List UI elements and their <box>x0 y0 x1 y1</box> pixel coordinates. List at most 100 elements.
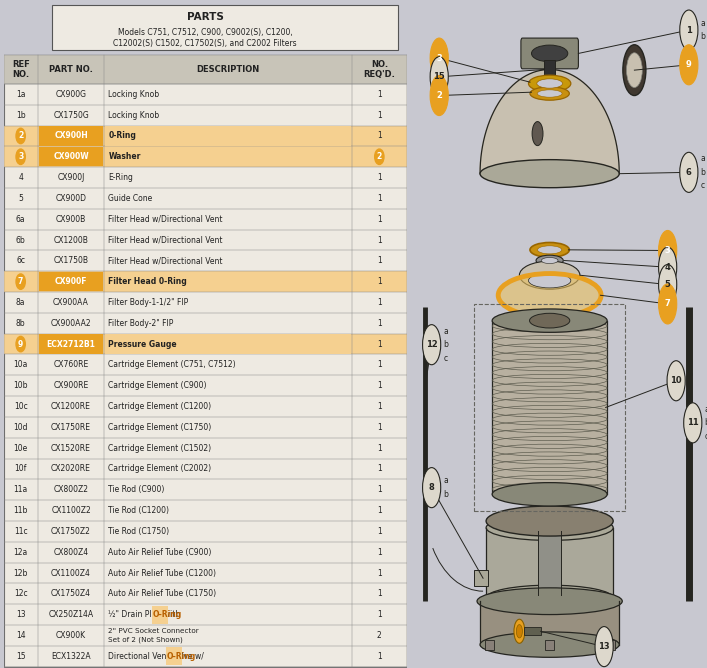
Text: 8a: 8a <box>16 298 25 307</box>
Ellipse shape <box>532 45 568 61</box>
Ellipse shape <box>486 585 613 611</box>
Text: 11: 11 <box>687 418 699 428</box>
Text: Filter Head w/Directional Vent: Filter Head w/Directional Vent <box>108 214 223 224</box>
Text: 10c: 10c <box>14 402 28 411</box>
Text: 11b: 11b <box>13 506 28 515</box>
Bar <box>524 627 541 635</box>
Text: 14: 14 <box>16 631 25 640</box>
Text: 12: 12 <box>426 340 438 349</box>
Text: Cartridge Element (C2002): Cartridge Element (C2002) <box>108 464 211 474</box>
Text: Cartridge Element (C1750): Cartridge Element (C1750) <box>108 423 211 432</box>
Text: Auto Air Relief Tube (C1200): Auto Air Relief Tube (C1200) <box>108 568 216 578</box>
Circle shape <box>16 128 25 144</box>
Text: Auto Air Relief Tube (C900): Auto Air Relief Tube (C900) <box>108 548 211 556</box>
Bar <box>484 640 493 650</box>
Text: 1: 1 <box>377 339 382 349</box>
Bar <box>39 334 103 354</box>
Ellipse shape <box>528 273 571 288</box>
Text: 1: 1 <box>377 485 382 494</box>
Ellipse shape <box>537 246 562 254</box>
Text: b: b <box>443 490 448 499</box>
Text: CX800Z2: CX800Z2 <box>54 485 88 494</box>
Circle shape <box>659 247 677 287</box>
Text: CX900K: CX900K <box>56 631 86 640</box>
Text: 9: 9 <box>686 60 691 69</box>
Text: 1: 1 <box>377 111 382 120</box>
Circle shape <box>659 265 677 305</box>
Circle shape <box>16 337 25 352</box>
Text: b: b <box>704 418 707 428</box>
Text: CX900AA2: CX900AA2 <box>51 319 91 328</box>
Bar <box>105 334 351 354</box>
Text: a: a <box>701 154 705 164</box>
Text: 11a: 11a <box>13 485 28 494</box>
Ellipse shape <box>530 313 570 328</box>
Text: 1b: 1b <box>16 111 25 120</box>
Text: Models C751, C7512, C900, C9002(S), C1200,: Models C751, C7512, C900, C9002(S), C120… <box>117 28 293 37</box>
Text: 8: 8 <box>428 483 435 492</box>
Circle shape <box>16 274 25 289</box>
Text: 8b: 8b <box>16 319 25 328</box>
Text: CX1200RE: CX1200RE <box>51 402 91 411</box>
Bar <box>474 570 488 587</box>
Circle shape <box>667 361 685 401</box>
Bar <box>4 146 407 167</box>
Text: O-Ring: O-Ring <box>167 652 196 661</box>
Text: 1: 1 <box>377 527 382 536</box>
Ellipse shape <box>486 515 613 540</box>
Bar <box>474 304 625 511</box>
Text: CX1750Z4: CX1750Z4 <box>51 589 91 599</box>
Text: 7: 7 <box>665 299 670 309</box>
Text: 1: 1 <box>686 25 691 35</box>
Polygon shape <box>480 69 619 174</box>
Bar <box>492 321 607 494</box>
Ellipse shape <box>528 75 571 92</box>
Text: 10d: 10d <box>13 423 28 432</box>
Text: 11c: 11c <box>14 527 28 536</box>
Ellipse shape <box>537 90 562 97</box>
Bar <box>166 647 182 665</box>
Text: Tie Rod (C1200): Tie Rod (C1200) <box>108 506 169 515</box>
Ellipse shape <box>520 261 580 289</box>
Bar <box>152 606 168 624</box>
Text: Locking Knob: Locking Knob <box>108 90 160 99</box>
Text: PART NO.: PART NO. <box>49 65 93 74</box>
Text: 10: 10 <box>670 376 682 385</box>
Text: 6a: 6a <box>16 214 25 224</box>
Text: ½" Drain Plug with: ½" Drain Plug with <box>108 610 183 619</box>
Text: 15: 15 <box>433 72 445 81</box>
Text: Auto Air Relief Tube (C1750): Auto Air Relief Tube (C1750) <box>108 589 216 599</box>
Bar <box>39 147 103 166</box>
Text: CX900H: CX900H <box>54 132 88 140</box>
Text: a: a <box>704 405 707 414</box>
Circle shape <box>679 152 698 192</box>
Text: CX1750RE: CX1750RE <box>51 423 91 432</box>
Text: 7: 7 <box>18 277 23 286</box>
Text: 1: 1 <box>377 298 382 307</box>
Text: PARTS: PARTS <box>187 13 223 23</box>
Text: E-Ring: E-Ring <box>108 173 133 182</box>
Circle shape <box>659 230 677 271</box>
Text: 1a: 1a <box>16 90 25 99</box>
Text: CX900G: CX900G <box>56 90 86 99</box>
Text: 1: 1 <box>377 214 382 224</box>
Text: CX900W: CX900W <box>53 152 89 161</box>
Ellipse shape <box>530 87 569 100</box>
Bar <box>4 271 407 292</box>
Text: 1: 1 <box>377 464 382 474</box>
Text: 4: 4 <box>665 263 671 272</box>
Text: 1: 1 <box>377 132 382 140</box>
Text: 3: 3 <box>665 246 670 255</box>
Text: a: a <box>443 476 448 486</box>
Text: c: c <box>704 432 707 441</box>
Text: 4: 4 <box>18 173 23 182</box>
Text: 1: 1 <box>377 360 382 369</box>
Circle shape <box>679 10 698 50</box>
Text: 12b: 12b <box>13 568 28 578</box>
Text: b: b <box>688 369 693 379</box>
Circle shape <box>516 625 522 638</box>
Text: 5: 5 <box>18 194 23 203</box>
Text: 1: 1 <box>377 381 382 390</box>
Text: 1: 1 <box>377 444 382 453</box>
Text: Tie Rod (C1750): Tie Rod (C1750) <box>108 527 170 536</box>
